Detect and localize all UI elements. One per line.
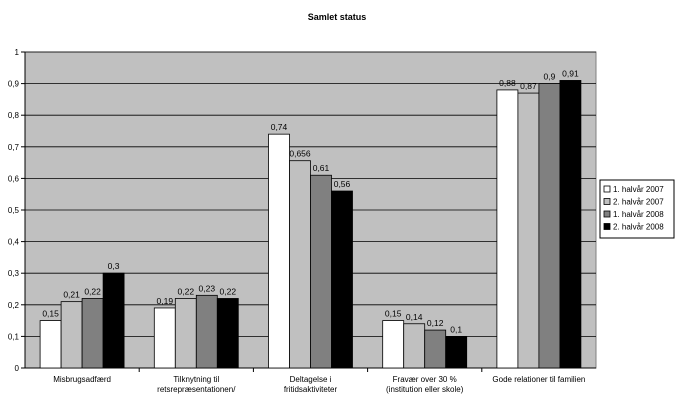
bar (559, 80, 582, 369)
y-tick-label: 0,4 (8, 238, 20, 247)
bar (153, 307, 176, 369)
x-tick-label: Gode relationer til familien (492, 375, 585, 384)
legend-box (599, 179, 675, 239)
data-label: 0,61 (313, 163, 330, 173)
legend-label: 2. halvår 2007 (613, 198, 664, 207)
legend-swatch (603, 198, 611, 205)
data-label: 0,87 (520, 81, 537, 91)
x-tick-label: retsrepræsentationen/ (157, 385, 236, 394)
bar (517, 92, 540, 369)
bar (445, 335, 468, 369)
x-tick-label: Tilknytning til (173, 375, 219, 384)
bar (60, 301, 83, 369)
bar (538, 83, 561, 369)
data-label: 0,1 (450, 324, 462, 334)
bar (310, 174, 332, 369)
y-tick-label: 0,8 (8, 111, 20, 120)
bar (268, 133, 290, 369)
plot-area: 00,10,20,30,40,50,60,70,80,910,150,21 0,2… (8, 48, 597, 394)
legend: 1. halvår 2007 2. halvår 2007 1. halvår 20… (599, 179, 675, 239)
y-tick-label: 0,3 (8, 269, 20, 278)
legend-swatch (603, 210, 611, 218)
x-tick-label: Deltagelse i (290, 375, 332, 384)
x-tick-label: Misbrugsadfærd (53, 375, 111, 384)
legend-label: 2. halvår 2008 (613, 223, 664, 232)
data-label: 0,23 (199, 283, 216, 293)
x-tick-label: (institution eller skole) (386, 385, 464, 394)
y-tick-label: 0,1 (8, 332, 20, 341)
data-label: 0,22 (178, 286, 195, 296)
y-tick-label: 0 (15, 364, 20, 373)
y-tick-label: 0,2 (8, 301, 20, 310)
bar (195, 294, 218, 369)
data-label: 0,91 (562, 68, 579, 78)
bar (382, 320, 405, 369)
bar (81, 298, 104, 369)
data-label: 0,22 (220, 286, 237, 296)
bar (289, 160, 311, 369)
legend-swatch (603, 185, 611, 193)
bar (496, 89, 519, 369)
legend-label: 1. halvår 2008 (613, 210, 664, 219)
bar (102, 272, 125, 369)
y-tick-label: 0,9 (8, 80, 20, 89)
chart-title: Samlet status (308, 12, 367, 22)
data-label: 0,22 (84, 286, 101, 296)
data-label: 0,56 (334, 179, 351, 189)
data-label: 0,3 (108, 261, 120, 271)
bar (403, 323, 426, 369)
bar (39, 320, 62, 369)
data-label: 0,21 (63, 290, 80, 300)
y-tick-label: 0,7 (8, 143, 20, 152)
bar (174, 298, 197, 369)
bar (331, 190, 353, 369)
bar (424, 329, 447, 369)
y-tick-label: 0,5 (8, 206, 20, 215)
data-label: 0,9 (543, 72, 555, 82)
y-tick-label: 1 (15, 48, 20, 57)
legend-swatch (603, 223, 611, 230)
data-label: 0,656 (289, 149, 311, 159)
x-tick-label: Fravær over 30 % (393, 375, 457, 384)
bar (216, 298, 239, 369)
data-label: 0,19 (157, 296, 174, 306)
data-label: 0,12 (427, 318, 444, 328)
data-label: 0,15 (42, 309, 59, 319)
data-label: 0,14 (406, 312, 423, 322)
data-label: 0,88 (499, 78, 516, 88)
x-tick-label: fritidsaktiviteter (284, 385, 338, 394)
data-label: 0,74 (271, 122, 288, 132)
data-label: 0,15 (385, 309, 402, 319)
legend-label: 1. halvår 2007 (613, 185, 664, 194)
y-tick-label: 0,6 (8, 174, 20, 183)
